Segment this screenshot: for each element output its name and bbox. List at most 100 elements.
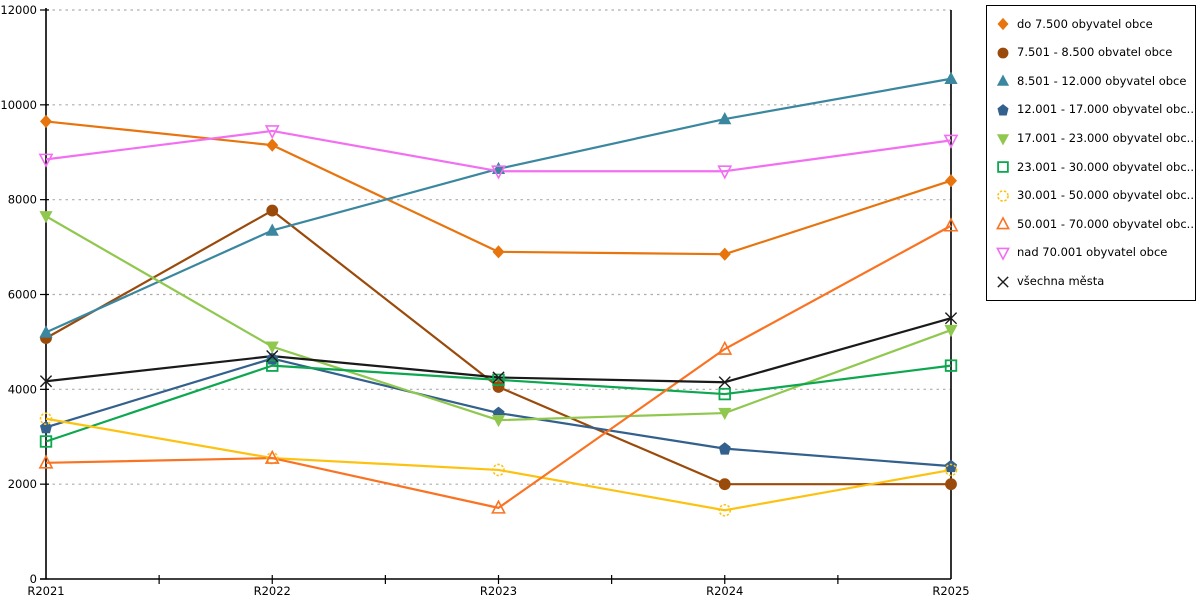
data-point	[491, 414, 506, 428]
series-markers-0	[40, 114, 957, 261]
circle-marker	[945, 478, 957, 491]
circle-open-icon	[997, 189, 1009, 202]
triangle-down-open-marker	[491, 165, 506, 180]
data-point	[945, 478, 957, 491]
data-point	[266, 359, 279, 372]
triangle-down-marker	[996, 133, 1010, 146]
data-point	[944, 324, 958, 338]
square-open-marker	[997, 161, 1009, 174]
series-line-9	[45, 317, 952, 384]
square-open-marker	[492, 373, 505, 387]
triangle-up-marker	[996, 75, 1010, 87]
y-tick-label: 2000	[8, 477, 37, 491]
data-point	[266, 138, 279, 152]
pentagon-icon	[997, 104, 1009, 116]
legend-label: 30.001 - 50.000 obyvatel obc...	[1017, 188, 1196, 203]
legend-label: 23.001 - 30.000 obyvatel obc...	[1017, 159, 1196, 174]
circle-open-marker	[492, 463, 505, 477]
y-tick-label: 10000	[0, 98, 37, 112]
series-path	[45, 317, 952, 384]
x-tick-label: R2023	[480, 584, 517, 598]
data-point	[39, 211, 53, 224]
series-markers-9	[39, 312, 958, 389]
series-path	[45, 224, 952, 509]
pentagon-marker	[997, 104, 1009, 116]
diamond-marker	[492, 245, 505, 259]
data-point	[944, 71, 958, 84]
square-open-marker	[944, 359, 958, 372]
data-point	[266, 350, 279, 363]
circle-open-marker	[997, 189, 1009, 202]
triangle-open-marker	[38, 454, 54, 469]
triangle-down-open-marker	[943, 134, 959, 149]
data-point	[39, 375, 53, 388]
circle-marker	[492, 381, 505, 393]
diamond-icon	[997, 18, 1009, 31]
data-point	[38, 454, 54, 469]
legend-item-0: do 7.500 obyvatel obce	[995, 16, 1195, 32]
triangle-down-marker	[944, 324, 958, 338]
legend-label: 8.501 - 12.000 obyvatel obce	[1017, 73, 1187, 88]
diamond-marker	[945, 174, 957, 188]
triangle-open-icon	[996, 216, 1010, 230]
diamond-marker	[266, 138, 279, 152]
circle-open-marker	[944, 463, 958, 477]
x-cross-marker	[944, 312, 958, 325]
data-point	[264, 125, 280, 140]
series-line-5	[45, 364, 952, 443]
pentagon-marker	[266, 352, 279, 365]
x-cross-marker	[718, 376, 731, 389]
triangle-open-marker	[996, 216, 1010, 230]
legend-label: 17.001 - 23.000 obyvatel obc...	[1017, 130, 1196, 145]
legend-item-1: 7.501 - 8.500 obvatel obce	[995, 45, 1195, 61]
triangle-down-open-marker	[996, 247, 1010, 261]
data-point	[492, 373, 505, 387]
legend-label: 12.001 - 17.000 obyvatel obc...	[1017, 102, 1196, 117]
data-point	[717, 165, 733, 180]
data-point	[266, 352, 279, 365]
triangle-open-marker	[717, 340, 733, 355]
triangle-up-marker	[39, 325, 53, 338]
data-point	[718, 247, 731, 261]
data-point	[491, 499, 506, 514]
data-point	[492, 371, 505, 384]
data-point	[718, 503, 732, 517]
diamond-marker	[718, 247, 731, 261]
circle-marker	[718, 478, 731, 491]
data-point	[718, 112, 732, 125]
square-open-icon	[997, 161, 1009, 174]
circle-marker	[266, 204, 279, 217]
y-tick-label: 0	[30, 572, 37, 586]
data-point	[492, 245, 505, 259]
data-point	[944, 359, 958, 372]
x-tick-label: R2024	[706, 584, 743, 598]
data-point	[266, 204, 279, 217]
triangle-down-marker	[491, 414, 506, 428]
triangle-up-marker	[944, 71, 958, 84]
legend-item-7: 50.001 - 70.000 obyvatel obc...	[995, 216, 1195, 232]
x-cross-marker	[39, 375, 53, 388]
data-point	[39, 325, 53, 338]
data-point	[945, 174, 957, 188]
series-path	[45, 417, 952, 512]
circle-icon	[997, 47, 1009, 59]
x-axis-labels: R2021 R2022 R2023 R2024 R2025	[27, 575, 970, 598]
data-point	[264, 449, 280, 464]
diamond-marker	[40, 114, 52, 129]
legend-label: 50.001 - 70.000 obyvatel obc...	[1017, 216, 1196, 231]
x-tick-label: R2021	[27, 584, 64, 598]
series-path	[45, 364, 952, 443]
triangle-down-marker	[39, 211, 53, 224]
legend-item-5: 23.001 - 30.000 obyvatel obc...	[995, 159, 1195, 175]
chart-legend: do 7.500 obyvatel obce 7.501 - 8.500 obva…	[986, 5, 1196, 301]
pentagon-marker	[718, 442, 731, 455]
triangle-down-open-marker	[717, 165, 733, 180]
data-point	[492, 381, 505, 393]
legend-item-9: všechna města	[995, 274, 1195, 290]
x-cross-marker	[266, 350, 279, 363]
series-markers-7	[38, 217, 959, 514]
data-point	[943, 134, 959, 149]
series-markers-3	[40, 352, 957, 473]
data-point	[265, 223, 279, 236]
